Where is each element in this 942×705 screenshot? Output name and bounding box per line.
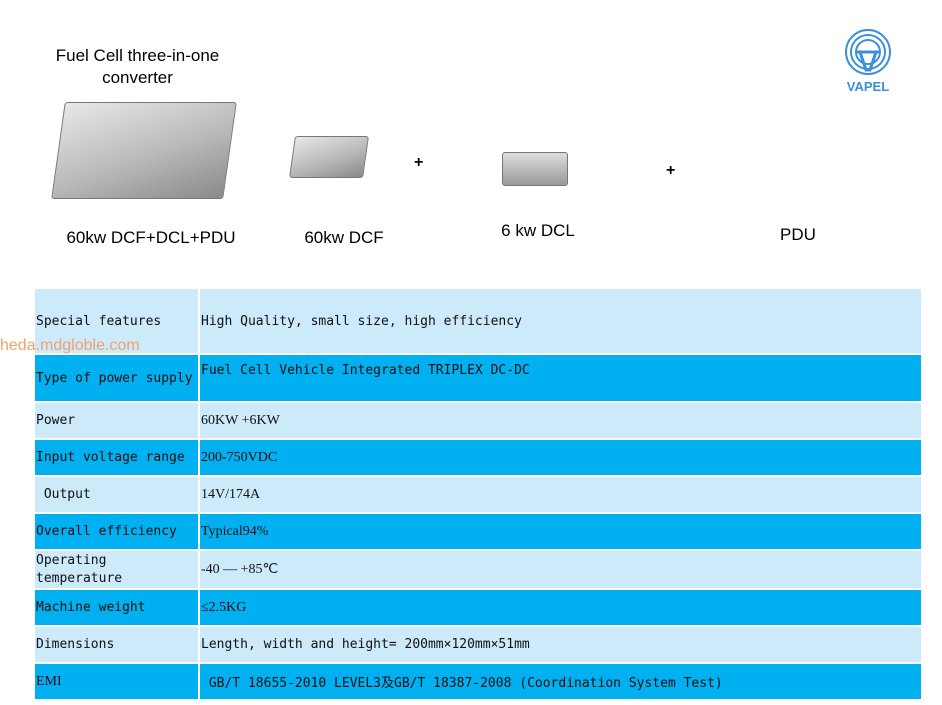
table-row: Operating temperature -40 — +85℃ bbox=[33, 549, 923, 590]
spec-value: -40 — +85℃ bbox=[198, 549, 923, 590]
spec-key: Type of power supply bbox=[33, 353, 200, 403]
spec-key: Machine weight bbox=[33, 588, 200, 627]
table-row: Overall efficiency Typical94% bbox=[33, 512, 923, 551]
product-label: 6 kw DCL bbox=[501, 221, 575, 240]
three-in-one-converter-image bbox=[51, 102, 237, 199]
table-row: Special features High Quality, small size… bbox=[33, 287, 923, 355]
table-row: Machine weight ≤2.5KG bbox=[33, 588, 923, 627]
table-row: Input voltage range 200-750VDC bbox=[33, 438, 923, 477]
plus-sign: + bbox=[414, 154, 424, 171]
spec-key: Overall efficiency bbox=[33, 512, 200, 551]
spec-value: 60KW +6KW bbox=[198, 401, 923, 440]
table-row: Power 60KW +6KW bbox=[33, 401, 923, 440]
table-row: EMI GB/T 18655-2010 LEVEL3及GB/T 18387-20… bbox=[33, 662, 923, 701]
table-row: Output 14V/174A bbox=[33, 475, 923, 514]
plus-sign: + bbox=[666, 162, 676, 179]
watermark: heda.mdgloble.com bbox=[0, 337, 140, 354]
spec-key: Input voltage range bbox=[33, 438, 200, 477]
spec-value: Fuel Cell Vehicle Integrated TRIPLEX DC-… bbox=[198, 353, 923, 403]
spec-value: ≤2.5KG bbox=[198, 588, 923, 627]
product-label: 60kw DCF+DCL+PDU bbox=[66, 228, 236, 247]
spec-value: High Quality, small size, high efficienc… bbox=[198, 287, 923, 355]
spec-table: Special features High Quality, small size… bbox=[33, 287, 923, 701]
product-label: PDU bbox=[780, 225, 816, 244]
spec-key: Output bbox=[33, 475, 200, 514]
spec-key: EMI bbox=[33, 662, 200, 701]
spec-value: 14V/174A bbox=[198, 475, 923, 514]
spec-value: 200-750VDC bbox=[198, 438, 923, 477]
spec-key: Power bbox=[33, 401, 200, 440]
dcl-image bbox=[502, 152, 568, 186]
table-row: Dimensions Length, width and height= 200m… bbox=[33, 625, 923, 664]
spec-key: Operating temperature bbox=[33, 549, 200, 590]
spec-value: Typical94% bbox=[198, 512, 923, 551]
spec-key: Special features bbox=[33, 287, 200, 355]
spec-value: Length, width and height= 200mm×120mm×51… bbox=[198, 625, 923, 664]
page-title: Fuel Cell three-in-one converter bbox=[55, 46, 220, 87]
vapel-logo: VAPEL bbox=[845, 29, 891, 94]
table-row: Type of power supply Fuel Cell Vehicle I… bbox=[33, 353, 923, 403]
spec-value: GB/T 18655-2010 LEVEL3及GB/T 18387-2008 (… bbox=[198, 662, 923, 701]
dcf-image bbox=[289, 136, 369, 178]
spec-key: Dimensions bbox=[33, 625, 200, 664]
svg-text:VAPEL: VAPEL bbox=[847, 79, 889, 94]
product-label: 60kw DCF bbox=[304, 228, 384, 247]
